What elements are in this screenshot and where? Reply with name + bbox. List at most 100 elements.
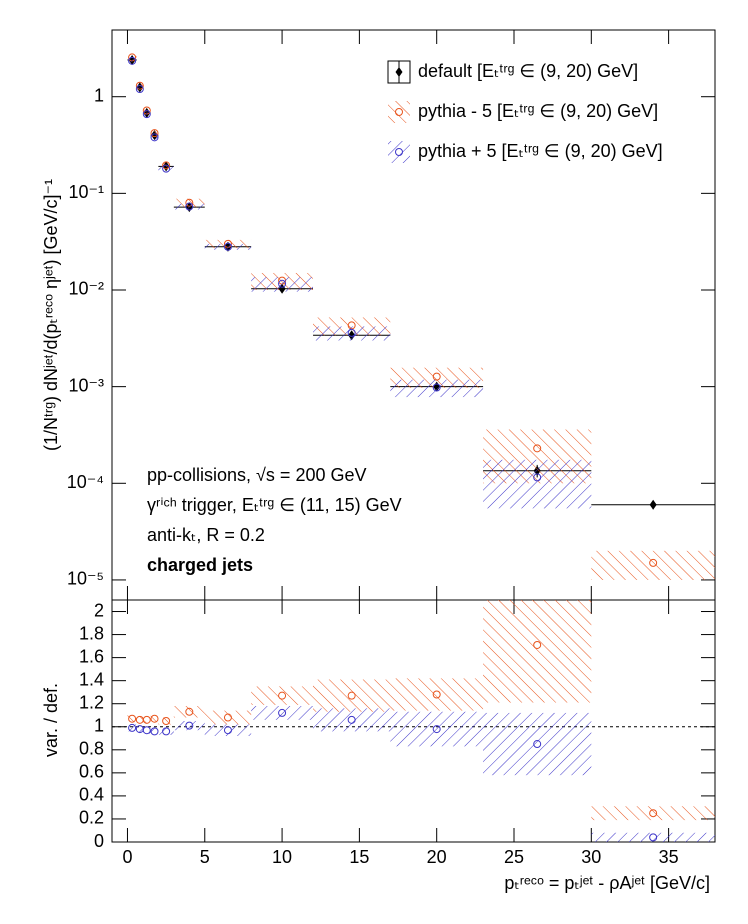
band <box>173 706 205 718</box>
band <box>204 243 252 250</box>
band <box>136 716 143 724</box>
x-tick-label: 0 <box>122 847 132 867</box>
marker <box>533 640 542 649</box>
marker <box>223 242 232 251</box>
marker <box>128 714 137 723</box>
band <box>173 203 205 210</box>
band <box>136 87 143 91</box>
marker <box>150 133 159 142</box>
band <box>591 832 715 842</box>
marker <box>432 383 441 392</box>
y-tick-label: 1 <box>94 716 104 736</box>
y-tick-label: 0.6 <box>79 762 104 782</box>
band <box>142 716 151 724</box>
marker <box>223 713 232 722</box>
marker <box>649 499 657 510</box>
marker <box>650 636 657 643</box>
band <box>251 686 313 705</box>
y-tick-label: 1 <box>94 85 104 105</box>
legend-label: default [Eₜᵗʳᵍ ∈ (9, 20) GeV] <box>418 61 638 81</box>
band <box>204 710 252 725</box>
band <box>150 727 159 735</box>
marker <box>278 279 287 288</box>
band <box>251 706 313 720</box>
marker <box>347 691 356 700</box>
marker <box>432 725 441 734</box>
marker <box>185 202 194 211</box>
marker <box>533 444 542 453</box>
marker <box>223 726 232 735</box>
band <box>390 678 484 711</box>
y-tick-label: 1.2 <box>79 692 104 712</box>
marker <box>135 85 144 94</box>
marker <box>185 707 194 716</box>
band <box>591 806 715 821</box>
band <box>591 625 715 629</box>
marker <box>185 721 194 730</box>
band <box>158 717 174 725</box>
x-tick-label: 25 <box>504 847 524 867</box>
band <box>173 721 205 731</box>
band <box>158 166 174 172</box>
x-tick-label: 10 <box>272 847 292 867</box>
band <box>313 679 391 712</box>
legend-swatch <box>388 101 410 123</box>
marker <box>128 723 137 732</box>
marker <box>162 164 171 173</box>
y-tick-label: 0.4 <box>79 785 104 805</box>
x-tick-label: 35 <box>659 847 679 867</box>
legend-swatch <box>395 67 403 77</box>
band <box>390 711 484 747</box>
y-tick-label: 10⁻⁵ <box>67 569 104 589</box>
band <box>313 326 391 341</box>
band <box>127 59 137 63</box>
marker <box>533 740 542 749</box>
band <box>136 725 143 733</box>
marker <box>649 558 658 567</box>
marker <box>142 715 151 724</box>
annotation: charged jets <box>147 555 253 575</box>
marker <box>128 56 137 65</box>
band <box>483 600 592 703</box>
y-axis-title: (1/Nᵗʳᵍ) dNʲᵉᵗ/d(pₜʳᵉᶜᵒ ηʲᵉᵗ) [GeV/c]⁻¹ <box>41 179 61 451</box>
plot-area <box>112 600 715 842</box>
legend-label: pythia + 5 [Eₜᵗʳᵍ ∈ (9, 20) GeV] <box>418 141 663 161</box>
x-tick-label: 15 <box>349 847 369 867</box>
band <box>150 135 159 140</box>
marker <box>649 833 658 842</box>
x-tick-label: 5 <box>200 847 210 867</box>
band <box>158 727 174 735</box>
marker <box>347 328 356 337</box>
y-tick-label: 1.4 <box>79 669 104 689</box>
band <box>483 459 592 509</box>
marker <box>150 714 159 723</box>
legend-swatch <box>395 148 403 156</box>
marker <box>649 809 658 818</box>
band <box>150 131 159 136</box>
band <box>204 724 252 736</box>
marker <box>533 473 542 482</box>
marker <box>347 715 356 724</box>
lower-frame <box>111 599 716 843</box>
y-tick-label: 10⁻³ <box>68 375 104 395</box>
y-tick-label: 10⁻² <box>68 279 104 299</box>
band <box>390 379 484 398</box>
marker <box>142 110 151 119</box>
marker <box>162 727 171 736</box>
legend-swatch <box>388 141 410 163</box>
marker <box>150 727 159 736</box>
band <box>142 112 151 117</box>
x-tick-label: 30 <box>581 847 601 867</box>
y-tick-label: 0.8 <box>79 739 104 759</box>
y-tick-label: 10⁻⁴ <box>67 472 104 492</box>
band <box>483 712 592 776</box>
marker <box>142 726 151 735</box>
band <box>591 550 715 580</box>
marker <box>162 717 171 725</box>
y-tick-label: 1.8 <box>79 623 104 643</box>
marker <box>278 691 287 700</box>
x-tick-label: 20 <box>427 847 447 867</box>
band <box>251 277 313 292</box>
marker <box>278 708 287 717</box>
